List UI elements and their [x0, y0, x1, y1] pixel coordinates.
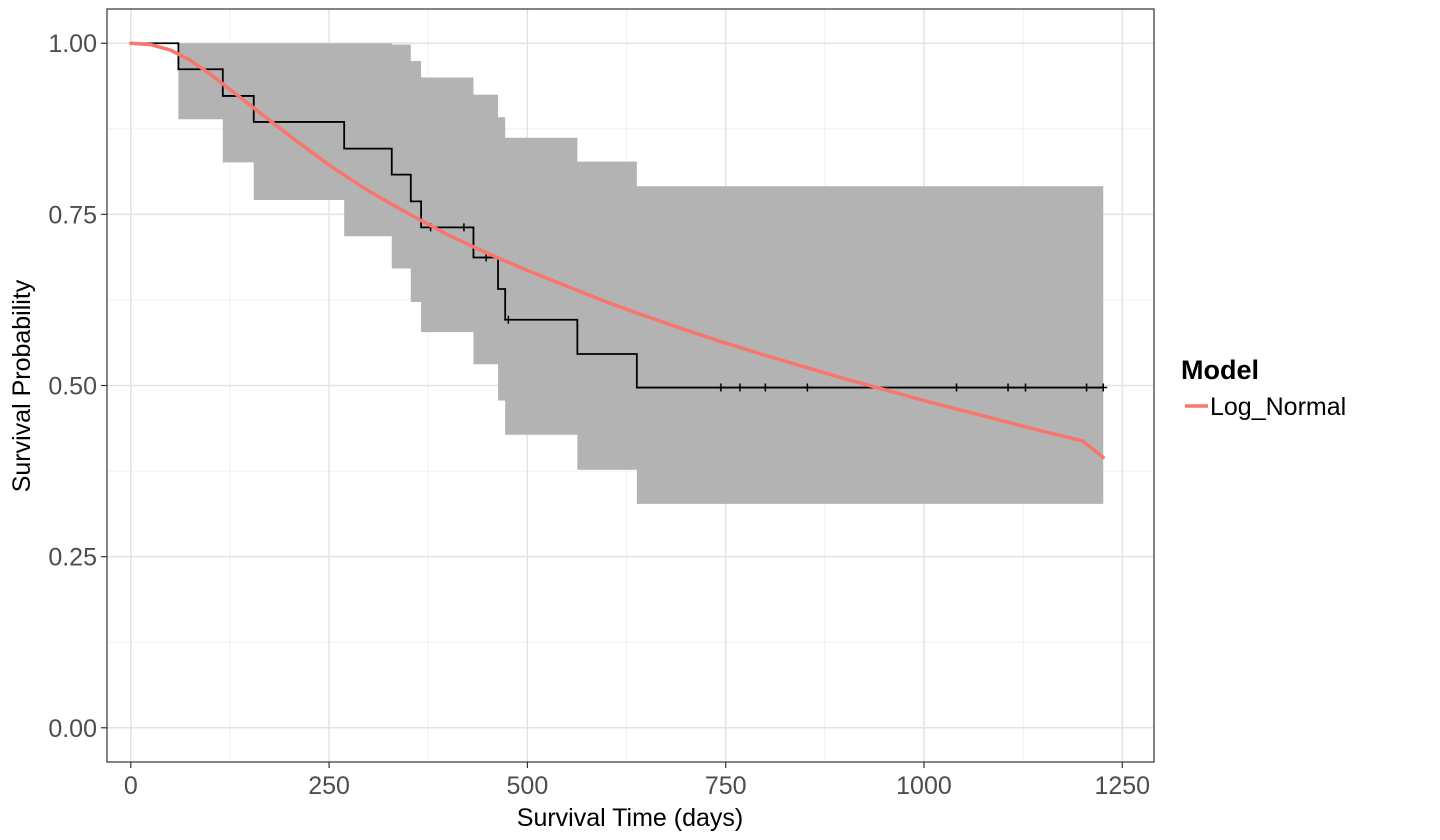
confidence-band — [130, 43, 1104, 504]
x-tick-label: 500 — [507, 772, 549, 800]
x-axis-title: Survival Time (days) — [517, 804, 743, 832]
y-axis-title: Survival Probability — [8, 279, 36, 492]
x-tick-label: 250 — [308, 772, 350, 800]
y-tick-label: 0.75 — [48, 201, 97, 229]
legend-label-log-normal: Log_Normal — [1210, 393, 1346, 421]
censor-mark — [803, 383, 812, 392]
km-step-layer — [130, 42, 1104, 389]
y-tick-label: 0.50 — [48, 373, 97, 401]
censor-mark — [761, 383, 770, 392]
legend-title: Model — [1181, 355, 1259, 385]
censor-mark — [1099, 383, 1108, 392]
censor-mark — [952, 383, 961, 392]
x-tick-label: 1250 — [1094, 772, 1150, 800]
legend: Model Log_Normal — [1181, 355, 1346, 421]
y-tick-label: 1.00 — [48, 30, 97, 58]
log-normal-curve — [129, 41, 1105, 460]
censor-mark — [716, 383, 725, 392]
y-tick-label: 0.25 — [48, 544, 97, 572]
confidence-band-layer — [130, 43, 1104, 504]
censor-mark — [735, 383, 744, 392]
censor-marks-layer — [426, 223, 1108, 392]
km-step-line — [130, 42, 1104, 389]
y-tick-label: 0.00 — [48, 715, 97, 743]
fitted-curve-layer — [129, 41, 1105, 460]
censor-mark — [1004, 383, 1013, 392]
x-tick-label: 0 — [124, 772, 138, 800]
censor-mark — [504, 315, 513, 324]
censor-mark — [1082, 383, 1091, 392]
censor-mark — [459, 223, 468, 232]
x-tick-label: 1000 — [896, 772, 952, 800]
x-axis-ticks: 0 250 500 750 1000 1250 — [124, 762, 1150, 800]
censor-mark — [482, 253, 491, 262]
x-tick-label: 750 — [705, 772, 747, 800]
y-axis-ticks: 0.00 0.25 0.50 0.75 1.00 — [48, 30, 107, 743]
censor-mark — [1021, 383, 1030, 392]
